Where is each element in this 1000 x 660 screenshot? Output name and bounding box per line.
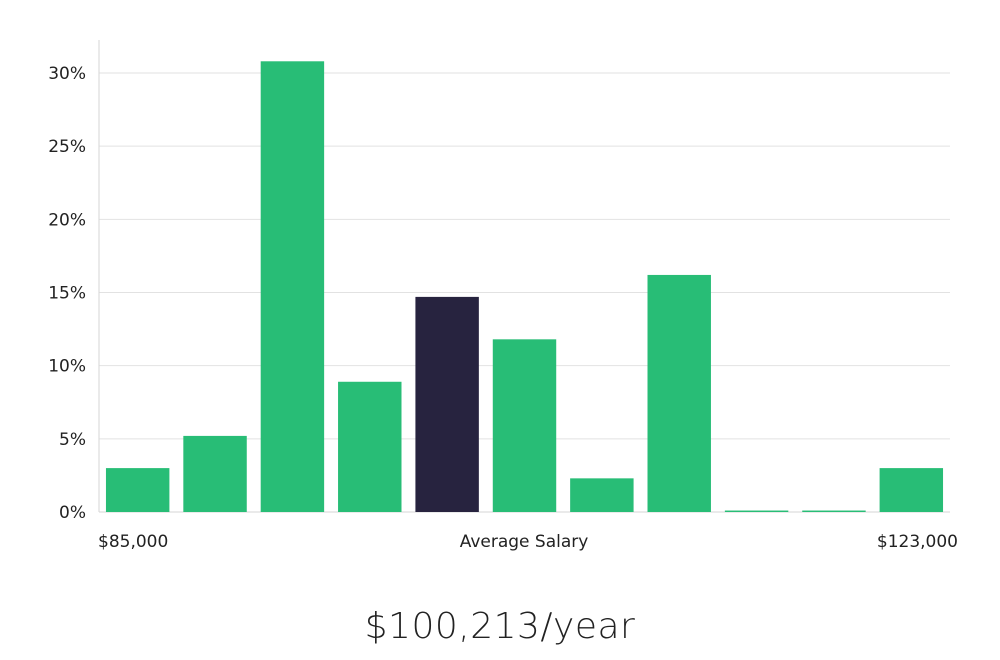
bar-highlight [415, 296, 479, 512]
bar [879, 468, 944, 512]
bar [724, 510, 789, 512]
bar [647, 274, 711, 512]
salary-histogram: 0% 5% 10% 15% 20% 25% 30% $85,000 Average Sala… [48, 40, 958, 552]
y-tick-label: 25% [48, 137, 86, 157]
y-tick-label: 30% [48, 64, 86, 84]
y-axis-ticks: 0% 5% 10% 15% 20% 25% 30% [48, 64, 86, 523]
average-salary-value: $100,213/year [364, 606, 636, 647]
x-label-min: $85,000 [98, 532, 168, 552]
bar [570, 478, 634, 512]
bar [802, 510, 866, 512]
y-tick-label: 20% [48, 210, 86, 230]
y-tick-label: 5% [59, 430, 86, 450]
bar [105, 468, 170, 512]
bar [492, 339, 557, 512]
bar [260, 61, 325, 512]
bar [338, 381, 402, 512]
y-tick-label: 0% [59, 503, 86, 523]
bar [183, 435, 247, 512]
y-tick-label: 10% [48, 357, 86, 377]
bars [105, 61, 944, 512]
y-tick-label: 15% [48, 284, 86, 304]
x-label-average: Average Salary [460, 532, 589, 552]
x-label-max: $123,000 [877, 532, 958, 552]
